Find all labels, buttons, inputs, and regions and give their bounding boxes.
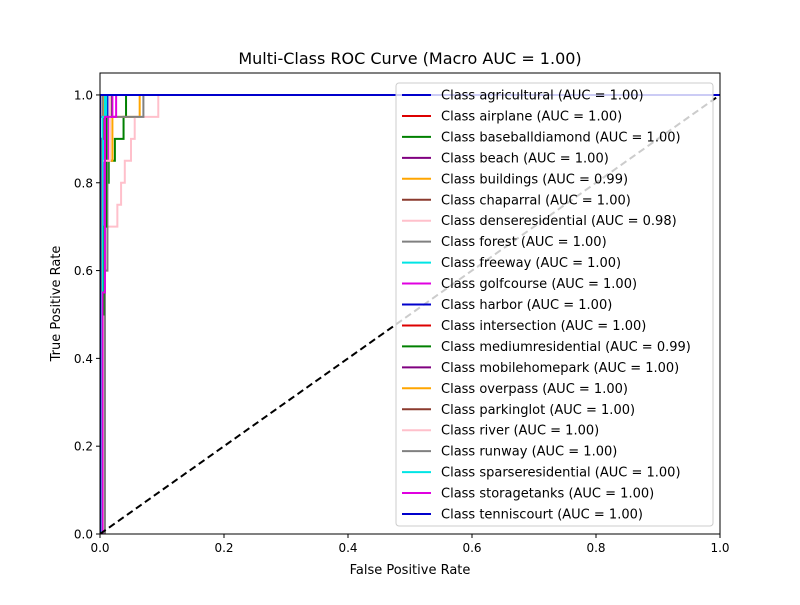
y-tick-label: 0.4 (74, 352, 93, 366)
x-tick-label: 0.2 (214, 541, 233, 555)
legend-label: Class golfcourse (AUC = 1.00) (441, 277, 637, 292)
legend-items: Class agricultural (AUC = 1.00) Class air… (402, 89, 691, 523)
x-tick-label: 0.4 (338, 541, 357, 555)
legend-label: Class river (AUC = 1.00) (441, 424, 599, 439)
x-axis-ticks: 0.0 0.2 0.4 0.6 0.8 1.0 (90, 534, 730, 555)
legend-label: Class buildings (AUC = 0.99) (441, 172, 628, 187)
legend-label: Class harbor (AUC = 1.00) (441, 298, 612, 313)
legend-label: Class airplane (AUC = 1.00) (441, 109, 622, 124)
roc-curve-series-20 (100, 93, 720, 534)
y-tick-label: 0.2 (74, 440, 93, 454)
legend-label: Class baseballdiamond (AUC = 1.00) (441, 130, 681, 145)
legend-label: Class agricultural (AUC = 1.00) (441, 89, 644, 104)
legend-label: Class tenniscourt (AUC = 1.00) (441, 508, 643, 523)
y-tick-label: 1.0 (74, 88, 93, 102)
legend-label: Class mediumresidential (AUC = 0.99) (441, 340, 691, 355)
legend-box (395, 82, 714, 527)
legend-label: Class freeway (AUC = 1.00) (441, 256, 621, 271)
axes-frame (99, 72, 721, 535)
legend-label: Class overpass (AUC = 1.00) (441, 382, 628, 397)
roc-curve-series-8 (100, 93, 720, 534)
roc-curve-series-19 (100, 93, 720, 534)
legend-label: Class chaparral (AUC = 1.00) (441, 193, 631, 208)
y-axis-label: True Positive Rate (49, 246, 64, 363)
x-tick-label: 0.0 (90, 541, 109, 555)
y-tick-label: 0.8 (74, 176, 93, 190)
y-tick-label: 0.6 (74, 264, 93, 278)
chart-title: Multi-Class ROC Curve (Macro AUC = 1.00) (238, 49, 581, 68)
x-axis-label: False Positive Rate (350, 563, 471, 578)
legend-label: Class storagetanks (AUC = 1.00) (441, 487, 654, 502)
legend-label: Class denseresidential (AUC = 0.98) (441, 214, 677, 229)
legend-label: Class sparseresidential (AUC = 1.00) (441, 466, 681, 481)
legend-label: Class intersection (AUC = 1.00) (441, 319, 646, 334)
legend-label: Class forest (AUC = 1.00) (441, 235, 607, 250)
x-tick-label: 0.6 (462, 541, 481, 555)
legend-label: Class runway (AUC = 1.00) (441, 445, 617, 460)
y-tick-label: 0.0 (74, 528, 93, 542)
x-tick-label: 1.0 (710, 541, 729, 555)
y-axis-ticks: 0.0 0.2 0.4 0.6 0.8 1.0 (74, 88, 100, 542)
legend-label: Class beach (AUC = 1.00) (441, 151, 609, 166)
legend-label: Class mobilehomepark (AUC = 1.00) (441, 361, 679, 376)
legend: Class agricultural (AUC = 1.00) Class air… (395, 82, 714, 527)
legend-label: Class parkinglot (AUC = 1.00) (441, 403, 635, 418)
x-tick-label: 0.8 (586, 541, 605, 555)
